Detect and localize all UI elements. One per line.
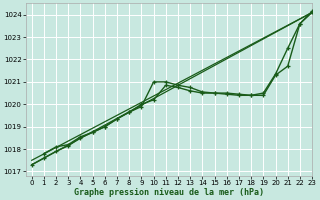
X-axis label: Graphe pression niveau de la mer (hPa): Graphe pression niveau de la mer (hPa) bbox=[74, 188, 264, 197]
